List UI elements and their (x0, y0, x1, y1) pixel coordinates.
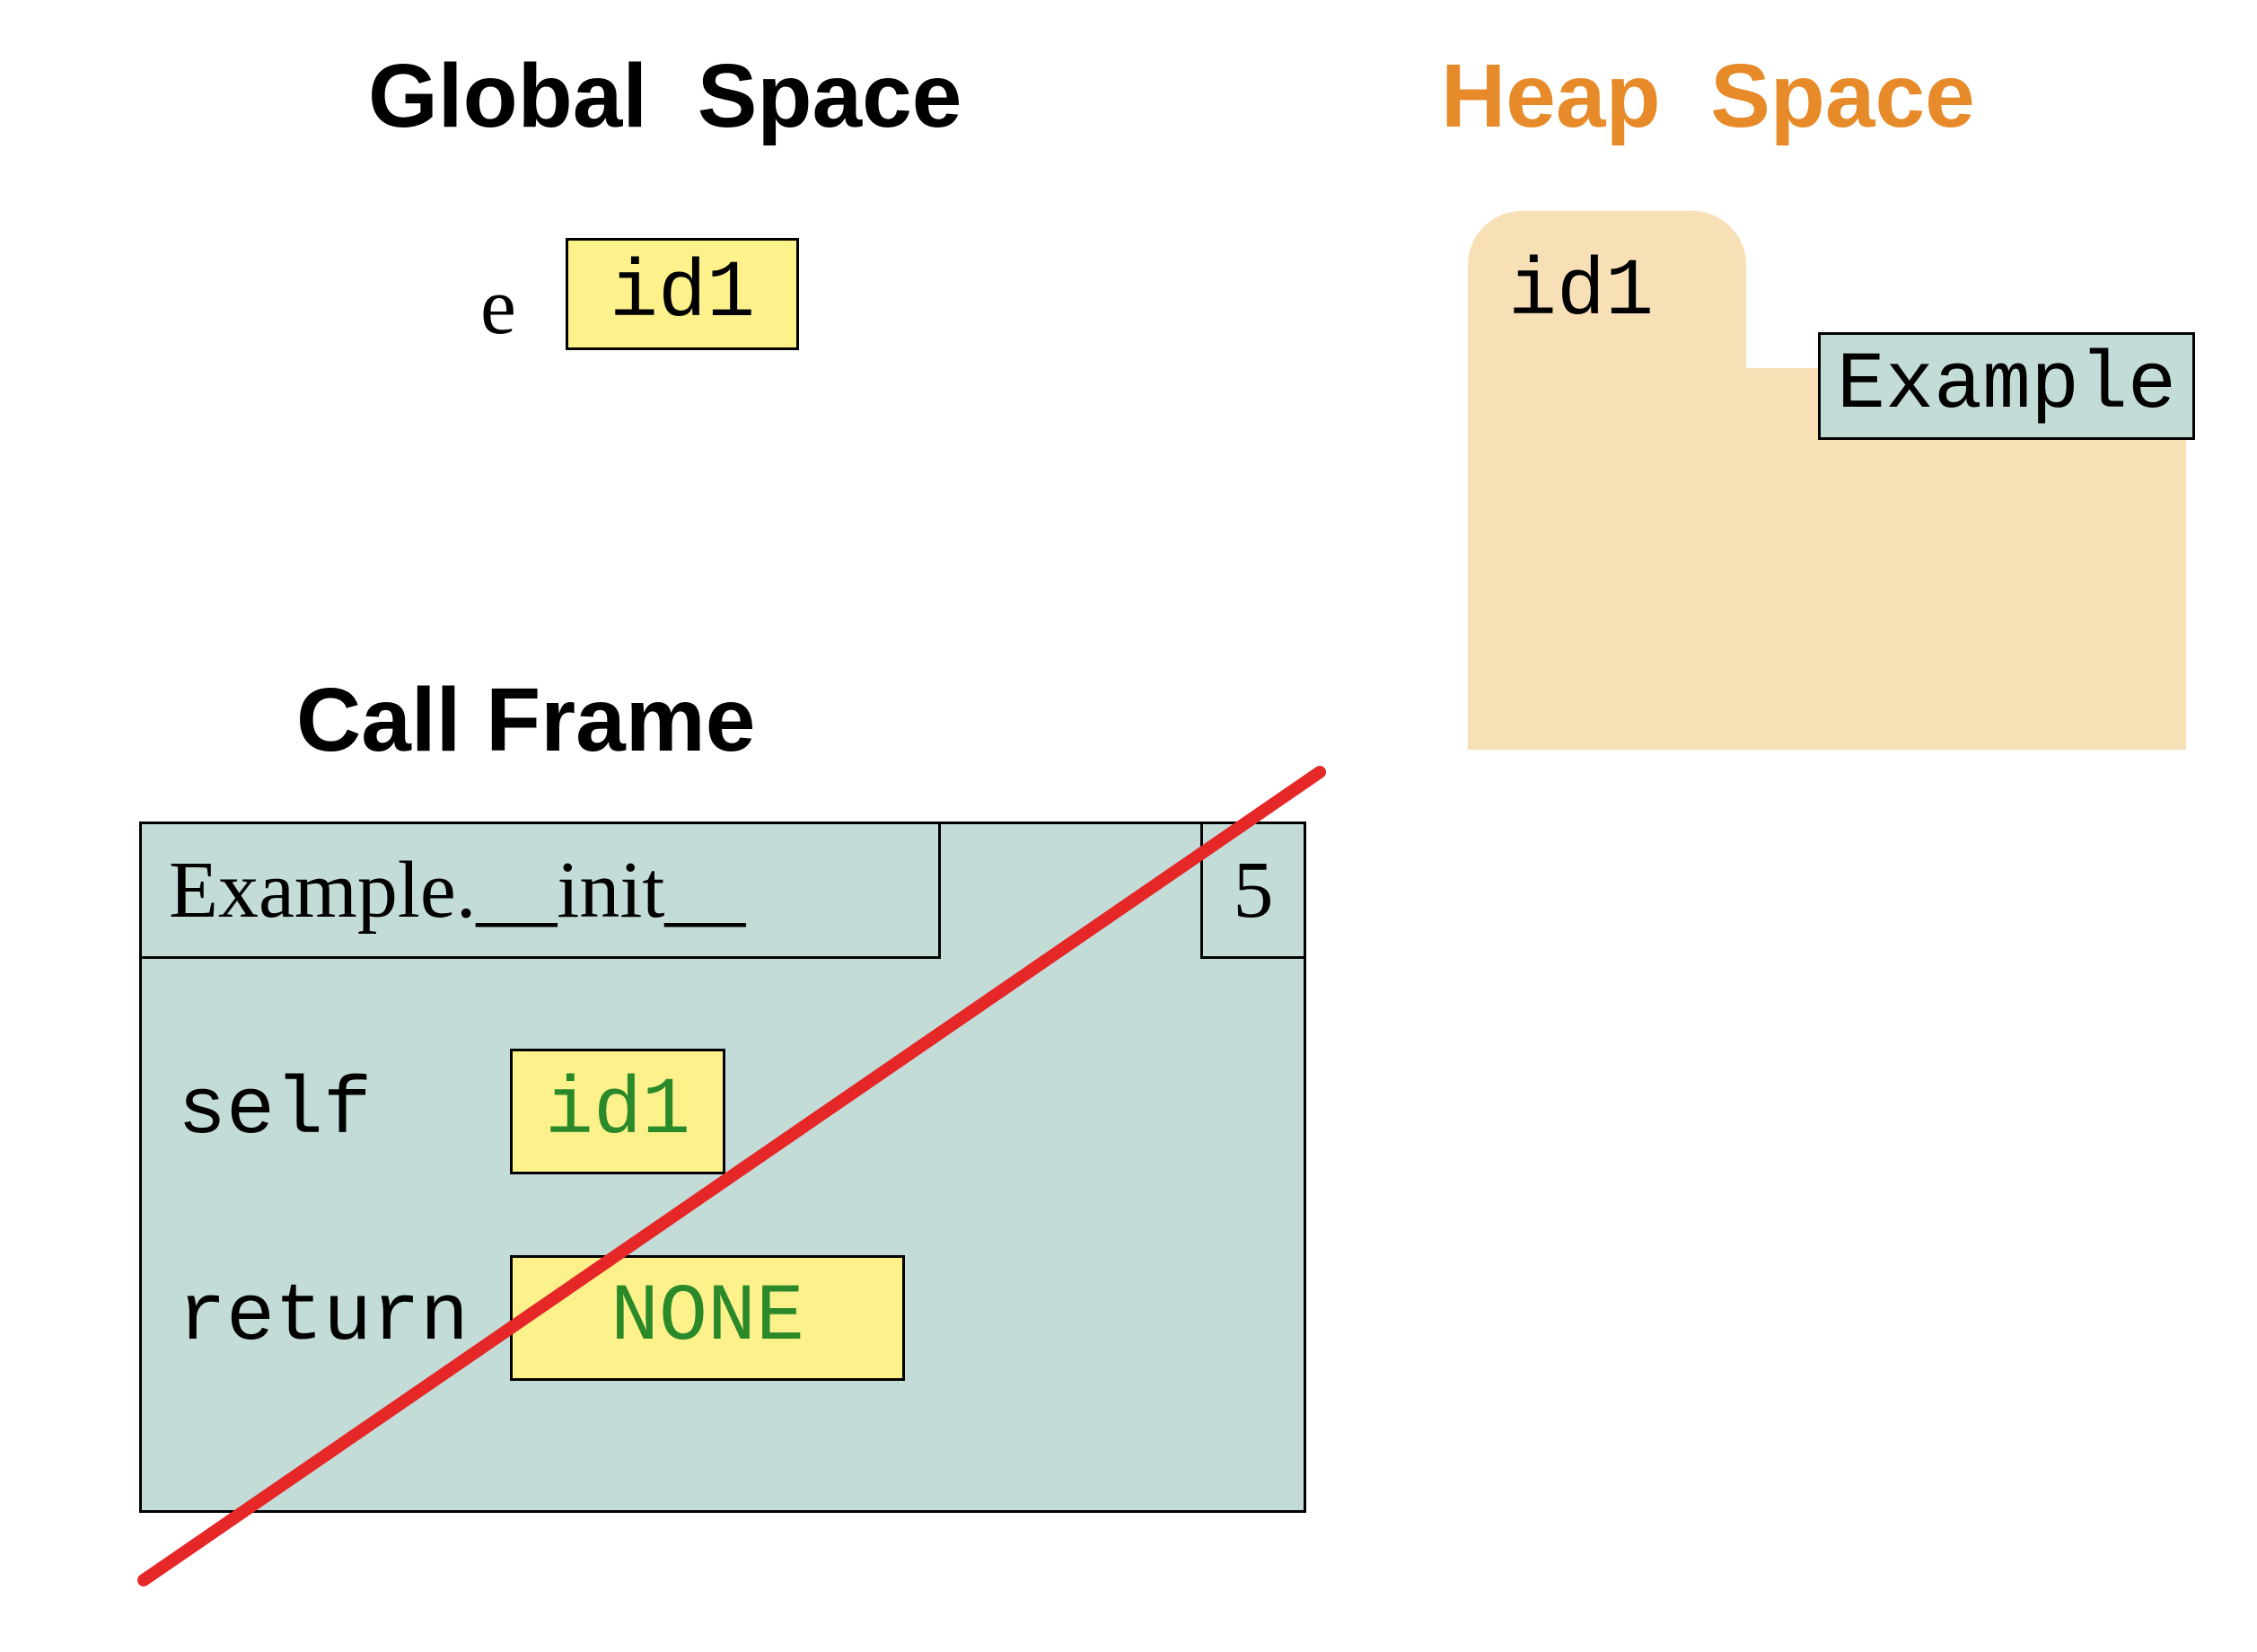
call-frame-row-return-value: NONE (610, 1272, 804, 1364)
call-frame-line-number: 5 (1200, 824, 1304, 959)
heap-object-type-box: Example (1818, 332, 2195, 440)
call-frame-row-self-label: self (178, 1066, 483, 1157)
heap-object-id: id1 (1508, 247, 1654, 338)
call-frame-row-return-value-box: NONE (510, 1255, 905, 1381)
call-frame-function-name: Example.__init__ (142, 824, 941, 959)
call-frame-title: Call Frame (296, 669, 755, 772)
heap-object-type: Example (1837, 340, 2176, 432)
call-frame-box: Example.__init__ 5 self id1 return NONE (139, 822, 1306, 1513)
call-frame-row-return-label: return (178, 1272, 483, 1364)
global-var-value: id1 (610, 249, 755, 340)
call-frame-row-return: return NONE (178, 1255, 905, 1381)
call-frame-row-self-value: id1 (545, 1066, 690, 1157)
global-space-title: Global Space (368, 45, 962, 148)
call-frame-header: Example.__init__ 5 (142, 824, 1304, 959)
call-frame-row-self: self id1 (178, 1049, 725, 1174)
heap-object-id-tab: id1 (1468, 211, 1746, 391)
global-var-label: e (480, 260, 516, 353)
call-frame-row-self-value-box: id1 (510, 1049, 725, 1174)
heap-object: id1 Example (1468, 211, 2186, 750)
global-var-value-box: id1 (566, 238, 799, 350)
heap-space-title: Heap Space (1441, 45, 1975, 148)
